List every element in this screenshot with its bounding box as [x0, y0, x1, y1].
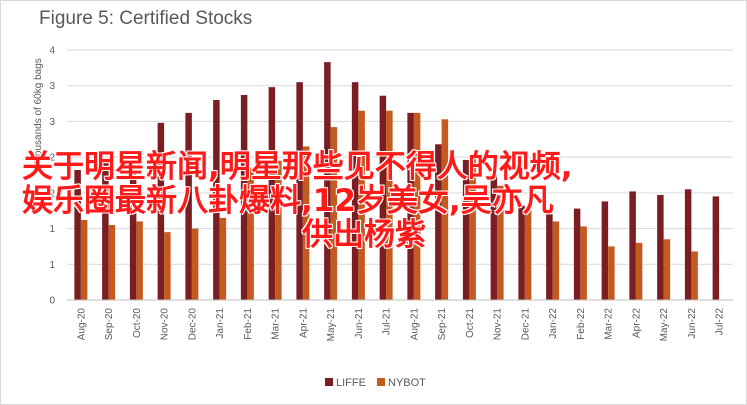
x-tick-label: Dec-20	[187, 308, 198, 341]
bars	[74, 62, 720, 301]
bar-liffe	[407, 112, 414, 300]
x-tick-label: Jul-21	[382, 308, 393, 336]
x-tick-label: Jan-21	[215, 308, 226, 339]
chart-title: Figure 5: Certified Stocks	[39, 8, 253, 29]
x-tick-label: Apr-21	[298, 308, 309, 338]
legend-swatch-nybot	[377, 378, 385, 386]
bar-nybot	[136, 221, 143, 300]
x-tick-label: Sep-20	[104, 308, 115, 341]
x-tick-label: Nov-21	[493, 308, 504, 341]
bar-nybot	[247, 167, 254, 300]
gridlines	[67, 49, 733, 265]
bar-liffe	[601, 201, 609, 300]
bar-liffe	[268, 87, 276, 301]
overlay-line-1: 关于明星新闻,明星那些见不得人的视频,	[22, 149, 573, 185]
bar-liffe	[379, 95, 387, 300]
bar-nybot	[80, 220, 88, 300]
x-tick-label: Aug-20	[76, 308, 87, 341]
x-tick-label: Feb-22	[576, 308, 587, 340]
bar-nybot	[191, 228, 199, 300]
bar-liffe	[629, 191, 636, 300]
x-axis-ticks: Aug-20 Sep-20 Oct-20 Nov-20 Dec-20 Jan-21 Feb-…	[76, 308, 725, 342]
bar-liffe	[324, 62, 331, 301]
bar-nybot	[275, 160, 282, 300]
x-tick-label: Jun-21	[354, 308, 365, 339]
bar-liffe	[712, 196, 720, 300]
bar-liffe	[129, 151, 137, 300]
legend: LIFFE NYBOT	[325, 377, 426, 389]
overlay-spam-text: 关于明星新闻,明星那些见不得人的视频, 娱乐圈最新八卦爆料,12岁美女,吴亦凡 …	[22, 150, 712, 252]
x-tick-label: Feb-21	[243, 308, 254, 340]
bar-nybot	[219, 217, 227, 300]
x-tick-label: May-21	[326, 308, 337, 342]
y-tick-label: 3	[49, 81, 55, 92]
x-tick-label: Aug-21	[409, 308, 420, 341]
y-tick-label: 4	[49, 46, 55, 57]
bar-liffe	[296, 82, 303, 301]
bar-nybot	[164, 232, 171, 300]
bar-liffe	[435, 144, 442, 300]
bar-nybot	[580, 226, 587, 300]
bar-liffe	[490, 174, 498, 300]
bar-liffe	[573, 208, 581, 300]
bar-nybot	[524, 207, 532, 300]
y-tick-label: 1	[49, 224, 55, 235]
bar-liffe	[102, 161, 109, 300]
bar-nybot	[386, 110, 393, 300]
bar-nybot	[302, 146, 310, 300]
bar-liffe	[351, 82, 359, 301]
bar-nybot	[441, 119, 449, 301]
bar-liffe	[546, 214, 553, 300]
x-tick-label: Dec-21	[520, 308, 531, 341]
bar-liffe	[518, 205, 525, 300]
x-tick-label: Oct-21	[465, 308, 476, 338]
x-tick-label: Apr-22	[631, 308, 642, 338]
legend-label-liffe: LIFFE	[336, 377, 366, 389]
overlay-line-3: 供出杨紫	[302, 217, 426, 253]
bar-liffe	[657, 195, 664, 300]
bar-nybot	[469, 155, 476, 300]
bar-nybot	[635, 242, 643, 300]
bar-liffe	[157, 122, 165, 300]
legend-swatch-liffe	[325, 378, 333, 386]
bar-nybot	[413, 112, 421, 300]
bar-nybot	[552, 221, 560, 300]
y-tick-label: 1	[49, 260, 55, 271]
bar-nybot	[663, 239, 671, 300]
legend-label-nybot: NYBOT	[388, 377, 426, 389]
y-tick-label: 0	[49, 296, 55, 307]
bar-nybot	[497, 185, 504, 300]
y-axis-ticks: 0 1 1 2 2 3 3 4	[49, 46, 55, 307]
x-tick-label: May-22	[659, 308, 670, 342]
bar-liffe	[462, 160, 470, 300]
x-tick-label: Jun-22	[687, 308, 698, 339]
bar-liffe	[213, 100, 220, 300]
x-tick-label: Nov-20	[160, 308, 171, 341]
x-tick-label: Sep-21	[437, 308, 448, 341]
bar-liffe	[684, 189, 692, 300]
bar-liffe	[240, 95, 248, 300]
bar-liffe	[74, 170, 81, 300]
y-tick-label: 2	[49, 188, 55, 199]
bar-nybot	[330, 127, 338, 301]
x-tick-label: Mar-22	[604, 308, 615, 340]
x-tick-label: Jul-22	[715, 308, 726, 336]
y-axis-title: Thousands of 60kg bags	[33, 58, 44, 168]
bar-nybot	[108, 225, 116, 300]
x-tick-label: Jan-22	[548, 308, 559, 339]
bar-liffe	[185, 112, 192, 300]
overlay-line-2: 娱乐圈最新八卦爆料,12岁美女,吴亦凡	[22, 183, 554, 219]
x-tick-label: Oct-20	[132, 308, 143, 338]
y-tick-label: 3	[49, 117, 55, 128]
bar-nybot	[358, 110, 365, 300]
y-tick-label: 2	[49, 153, 55, 164]
bar-nybot	[608, 246, 615, 300]
x-tick-label: Mar-21	[271, 308, 282, 340]
bar-nybot	[691, 251, 698, 300]
